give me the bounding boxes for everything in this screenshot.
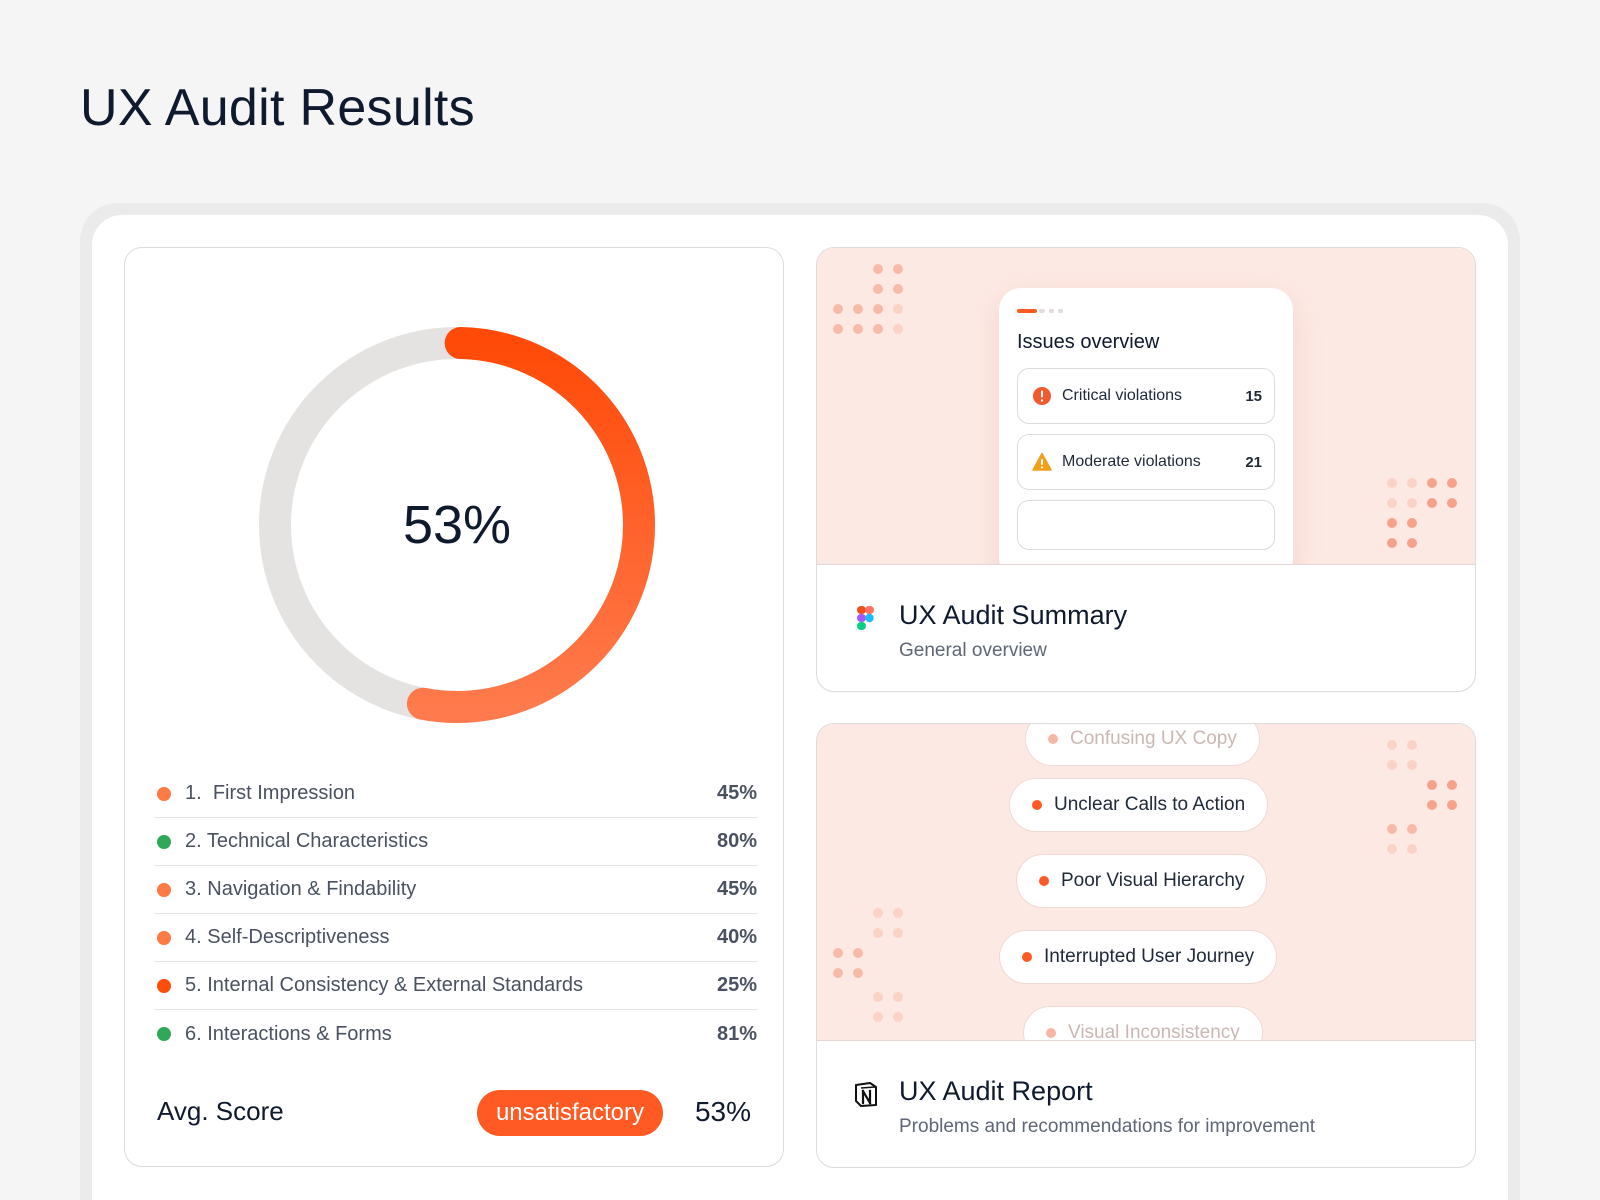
card-subtitle: General overview [899,640,1047,661]
score-donut-chart [259,327,655,723]
issues-overview-panel: Issues overview Critical violations 15 M… [999,288,1293,564]
category-value: 40% [716,926,757,948]
category-row: 4. Self-Descriptiveness 40% [155,914,757,962]
error-circle-icon [1033,387,1051,405]
bullet-dot-icon [1046,1028,1056,1038]
category-label: 3. Navigation & Findability [185,878,417,900]
decorative-dots-icon [833,908,913,1028]
issue-label: Critical violations [1062,387,1183,404]
status-dot-icon [157,1027,171,1041]
category-row: 5. Internal Consistency & External Stand… [155,962,757,1010]
issue-row-partial [1017,500,1275,550]
category-label: 4. Self-Descriptiveness [185,926,390,948]
score-card: 53% 1. First Impression 45% 2. Technical… [124,247,784,1167]
bullet-dot-icon [1039,876,1049,886]
figma-icon [857,606,874,630]
avg-score-label: Avg. Score [157,1096,284,1126]
status-dot-icon [157,882,171,897]
notion-icon [855,1082,877,1107]
category-label: 6. Interactions & Forms [185,1022,392,1045]
status-dot-icon [157,786,171,801]
problem-pill: Poor Visual Hierarchy [1016,854,1268,908]
issue-label: Moderate violations [1062,453,1201,470]
summary-preview: Issues overview Critical violations 15 M… [817,248,1475,565]
category-value: 81% [716,1022,757,1045]
category-label: 1. First Impression [185,782,356,804]
card-subtitle: Problems and recommendations for improve… [899,1116,1316,1137]
category-label: 2. Technical Characteristics [185,830,429,852]
category-value: 45% [716,782,757,804]
category-row: 3. Navigation & Findability 45% [155,866,757,914]
category-row: 1. First Impression 45% [155,770,757,818]
issue-count: 21 [1245,453,1262,471]
issues-overview-title: Issues overview [1017,331,1160,353]
page-title: UX Audit Results [80,79,475,137]
warning-triangle-icon [1032,452,1052,471]
ux-audit-report-card[interactable]: Confusing UX Copy Unclear Calls to Actio… [816,723,1476,1168]
category-value: 45% [716,878,757,900]
issue-count: 15 [1245,387,1262,405]
decorative-dots-icon [1387,740,1467,860]
category-list: 1. First Impression 45% 2. Technical Cha… [155,770,757,1058]
ux-audit-summary-card[interactable]: Issues overview Critical violations 15 M… [816,247,1476,692]
category-value: 80% [716,830,757,852]
decorative-dots-icon [833,264,913,344]
card-title: UX Audit Summary [899,600,1128,630]
problem-pill: Confusing UX Copy [1025,724,1260,766]
problem-pill: Interrupted User Journey [999,930,1278,984]
card-title: UX Audit Report [899,1076,1093,1106]
avg-score-value: 53% [694,1096,751,1127]
bullet-dot-icon [1022,952,1032,962]
category-label: 5. Internal Consistency & External Stand… [185,974,584,996]
decorative-dots-icon [1387,478,1467,558]
status-dot-icon [157,834,171,849]
report-preview: Confusing UX Copy Unclear Calls to Actio… [817,724,1475,1041]
status-badge: unsatisfactory [477,1090,663,1136]
critical-violations-row: Critical violations 15 [1017,368,1275,424]
bullet-dot-icon [1032,800,1042,810]
moderate-violations-row: Moderate violations 21 [1017,434,1275,490]
donut-progress-arc [406,327,655,723]
status-dot-icon [157,930,171,945]
category-row: 6. Interactions & Forms 81% [155,1010,757,1058]
category-value: 25% [716,974,757,996]
problem-pill: Unclear Calls to Action [1009,778,1269,832]
bullet-dot-icon [1048,734,1058,744]
problem-pill: Visual Inconsistency [1023,1006,1263,1040]
status-dot-icon [157,978,171,993]
score-percent: 53% [402,495,512,555]
category-row: 2. Technical Characteristics 80% [155,818,757,866]
